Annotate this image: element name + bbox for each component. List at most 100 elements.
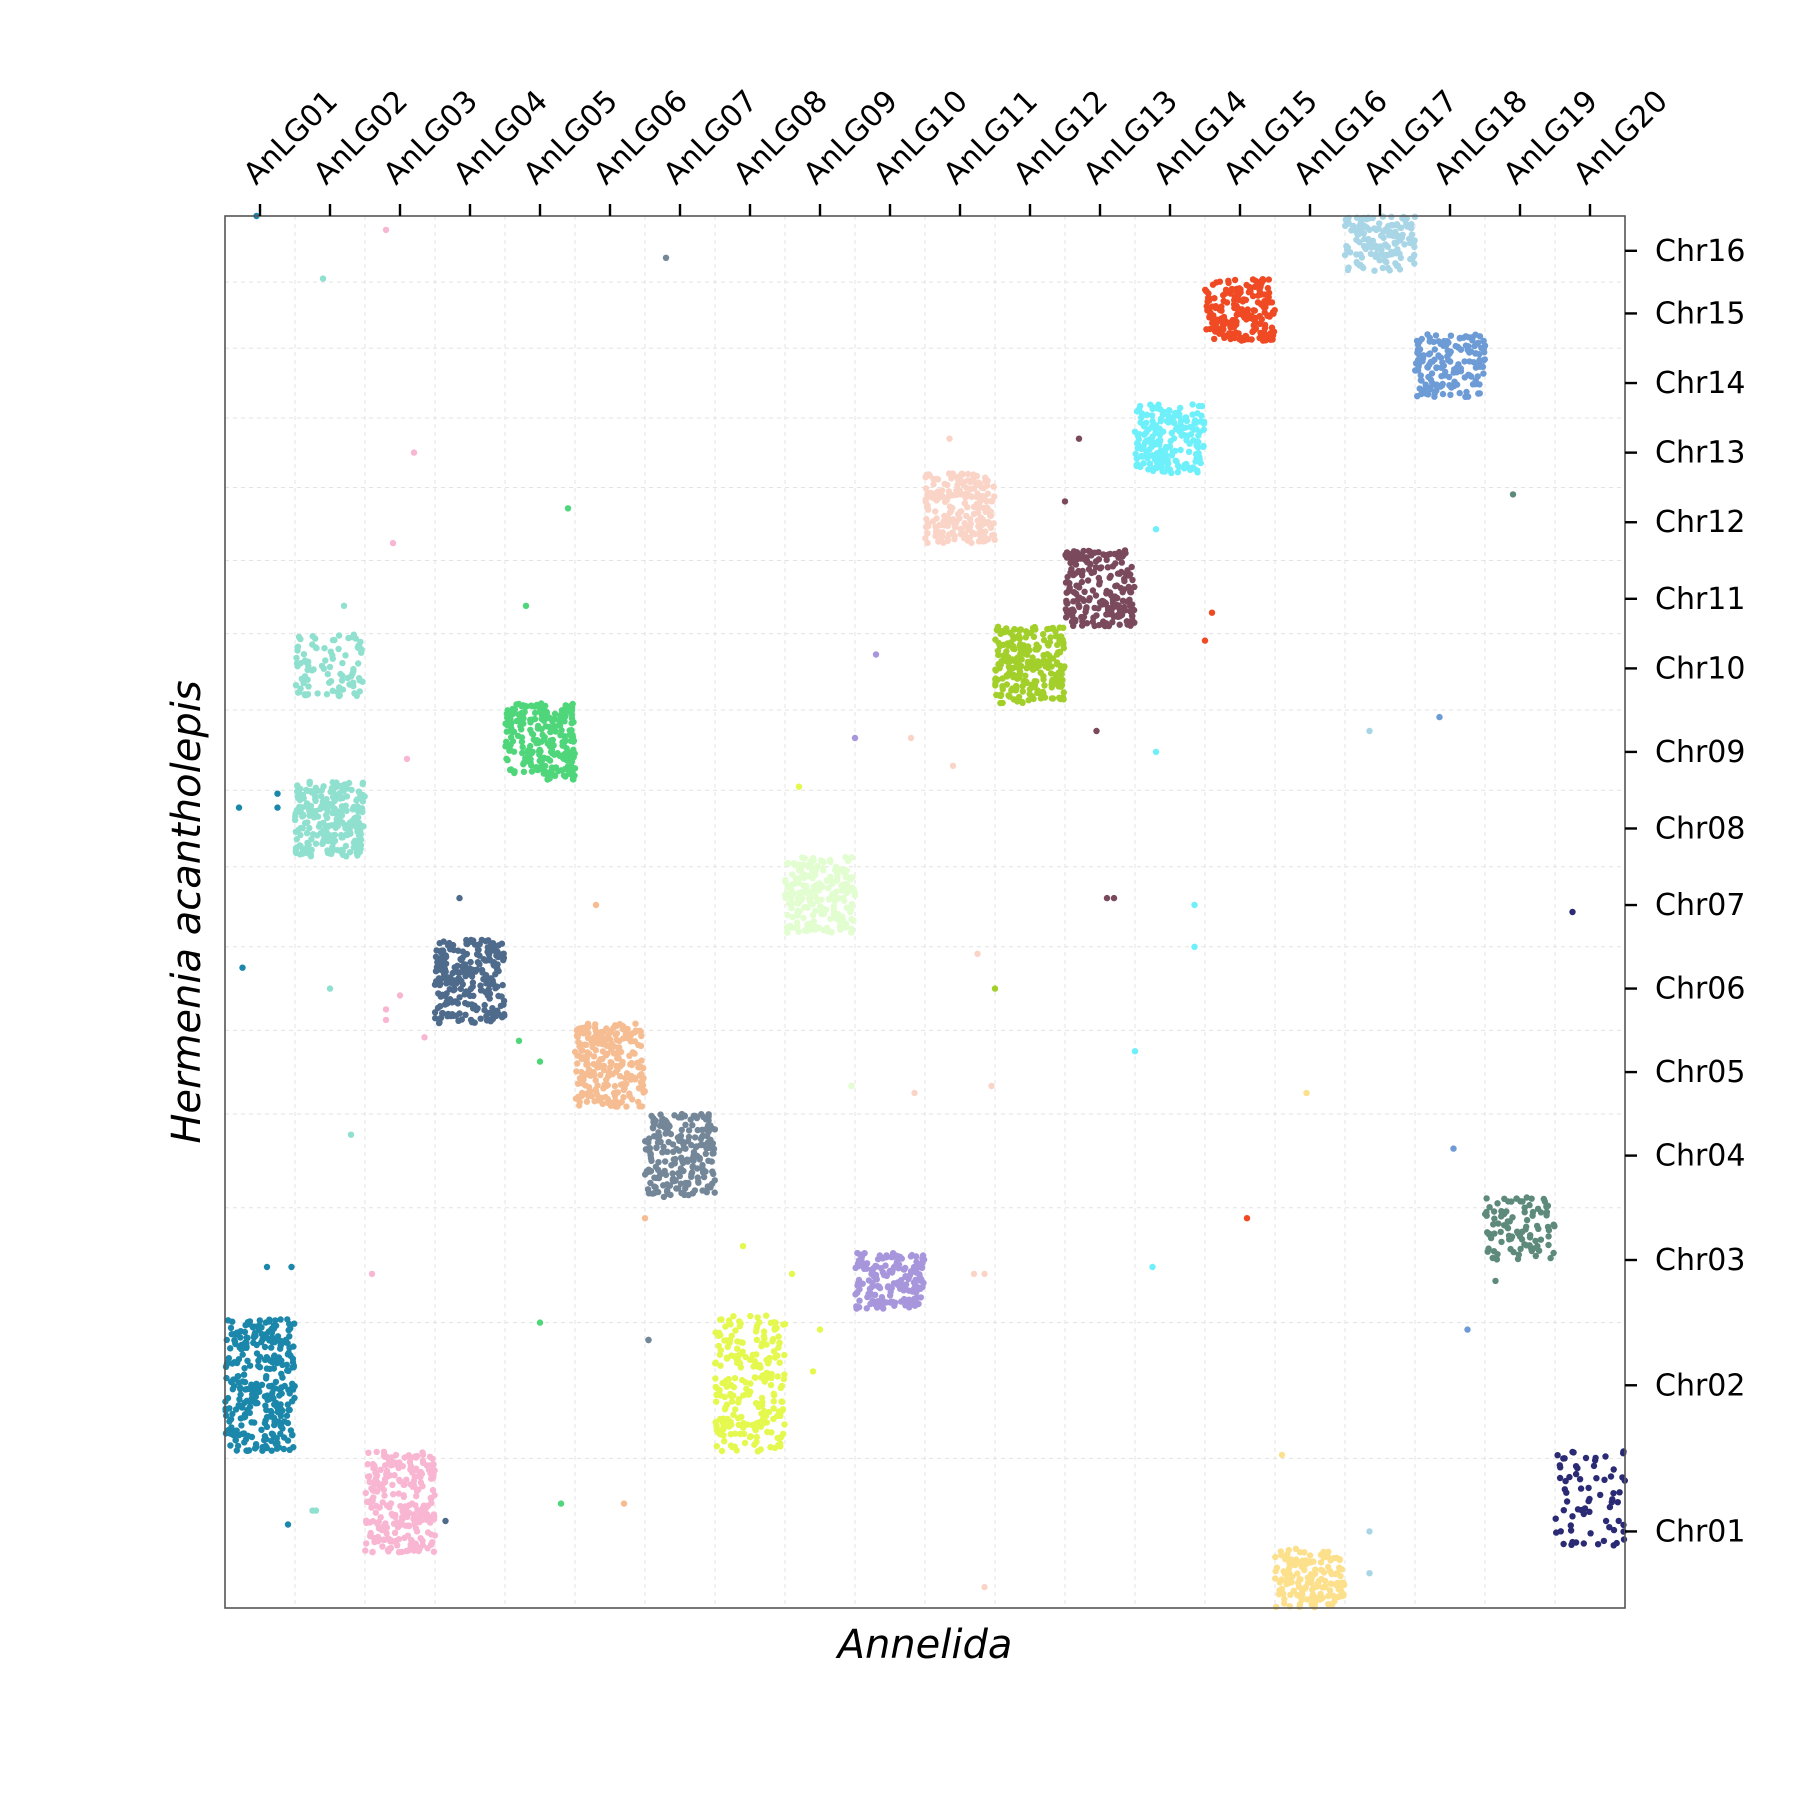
- data-point: [549, 766, 556, 773]
- data-point: [575, 1039, 582, 1046]
- data-point: [263, 1413, 271, 1421]
- data-point: [1009, 632, 1016, 640]
- data-point: [940, 539, 947, 546]
- data-point: [1007, 658, 1014, 665]
- data-point: [425, 1466, 433, 1474]
- data-point: [390, 1491, 397, 1498]
- data-point: [369, 1518, 377, 1525]
- data-point: [745, 1391, 753, 1398]
- data-point: [1405, 235, 1413, 243]
- data-point: [834, 867, 841, 875]
- data-point: [426, 1453, 434, 1461]
- data-point: [1278, 1552, 1285, 1559]
- outlier-point: [421, 1034, 428, 1041]
- data-point: [1528, 1247, 1536, 1255]
- data-point: [622, 1074, 629, 1082]
- data-point: [556, 719, 563, 726]
- data-point: [1417, 377, 1425, 384]
- data-point: [345, 634, 352, 642]
- data-point: [1278, 1585, 1286, 1593]
- outlier-point: [1366, 1528, 1373, 1535]
- data-point: [999, 699, 1006, 707]
- data-point: [1012, 687, 1020, 694]
- data-point: [945, 470, 953, 477]
- data-point: [1024, 643, 1032, 650]
- data-point: [1056, 648, 1063, 656]
- data-point: [571, 765, 579, 772]
- y-tick-label: Chr15: [1655, 296, 1745, 331]
- data-point: [984, 536, 992, 543]
- data-point: [1476, 333, 1484, 340]
- data-point: [1586, 1508, 1593, 1516]
- data-point: [1181, 461, 1188, 469]
- data-point: [670, 1156, 677, 1163]
- data-point: [829, 891, 836, 898]
- data-point: [347, 673, 355, 680]
- data-point: [404, 1532, 412, 1539]
- data-point: [411, 1520, 418, 1528]
- data-point: [443, 980, 450, 987]
- data-point: [568, 710, 575, 717]
- data-point: [740, 1430, 748, 1438]
- data-point: [840, 866, 848, 873]
- data-point: [1432, 332, 1440, 339]
- y-axis-label: Hermenia acantholepis: [164, 680, 210, 1143]
- data-point: [986, 522, 994, 530]
- data-point: [1414, 393, 1421, 400]
- data-point: [734, 1354, 742, 1361]
- data-point: [268, 1447, 275, 1454]
- data-point: [506, 747, 513, 754]
- data-point: [1480, 357, 1487, 364]
- data-point: [1081, 588, 1088, 595]
- data-point: [724, 1343, 731, 1351]
- data-point: [976, 531, 983, 538]
- data-point: [1007, 639, 1015, 646]
- y-tick-label: Chr06: [1655, 972, 1745, 1007]
- data-point: [368, 1504, 375, 1511]
- data-point: [241, 1365, 248, 1372]
- data-point: [437, 980, 444, 988]
- data-point: [992, 675, 999, 682]
- grid-layer: [225, 216, 1625, 1608]
- data-point: [328, 801, 335, 808]
- outlier-point: [403, 755, 411, 763]
- data-point: [343, 831, 350, 838]
- data-point: [373, 1448, 380, 1456]
- y-tick-label: Chr09: [1655, 735, 1745, 770]
- data-point: [1551, 1222, 1558, 1230]
- data-point: [1095, 556, 1103, 563]
- data-point: [1037, 669, 1044, 676]
- data-point: [1123, 618, 1131, 625]
- data-point: [1508, 1198, 1515, 1205]
- data-point: [855, 1276, 863, 1284]
- data-point: [889, 1298, 896, 1306]
- data-point: [1509, 1214, 1516, 1221]
- data-point: [322, 798, 329, 805]
- data-point: [499, 981, 506, 989]
- outlier-point: [795, 783, 803, 790]
- data-point: [644, 1186, 652, 1193]
- data-point: [702, 1150, 709, 1158]
- data-point: [246, 1409, 253, 1417]
- data-point: [863, 1305, 870, 1312]
- data-point: [468, 973, 476, 980]
- data-point: [1112, 582, 1119, 590]
- data-point: [863, 1265, 870, 1272]
- outlier-point: [1278, 1451, 1286, 1459]
- data-point: [528, 762, 535, 769]
- data-point: [1348, 227, 1355, 234]
- y-tick-label: Chr12: [1655, 505, 1745, 540]
- data-point: [542, 702, 549, 710]
- data-point: [251, 1330, 259, 1337]
- data-point: [409, 1469, 416, 1476]
- data-point: [1115, 602, 1122, 609]
- data-point: [732, 1406, 739, 1413]
- data-point: [366, 1533, 374, 1540]
- outlier-point: [991, 985, 999, 992]
- data-point: [1483, 1195, 1490, 1202]
- data-point: [1212, 303, 1220, 310]
- outlier-point: [1152, 526, 1160, 533]
- data-point: [1567, 1522, 1575, 1529]
- data-point: [1140, 460, 1147, 467]
- data-point: [562, 736, 569, 743]
